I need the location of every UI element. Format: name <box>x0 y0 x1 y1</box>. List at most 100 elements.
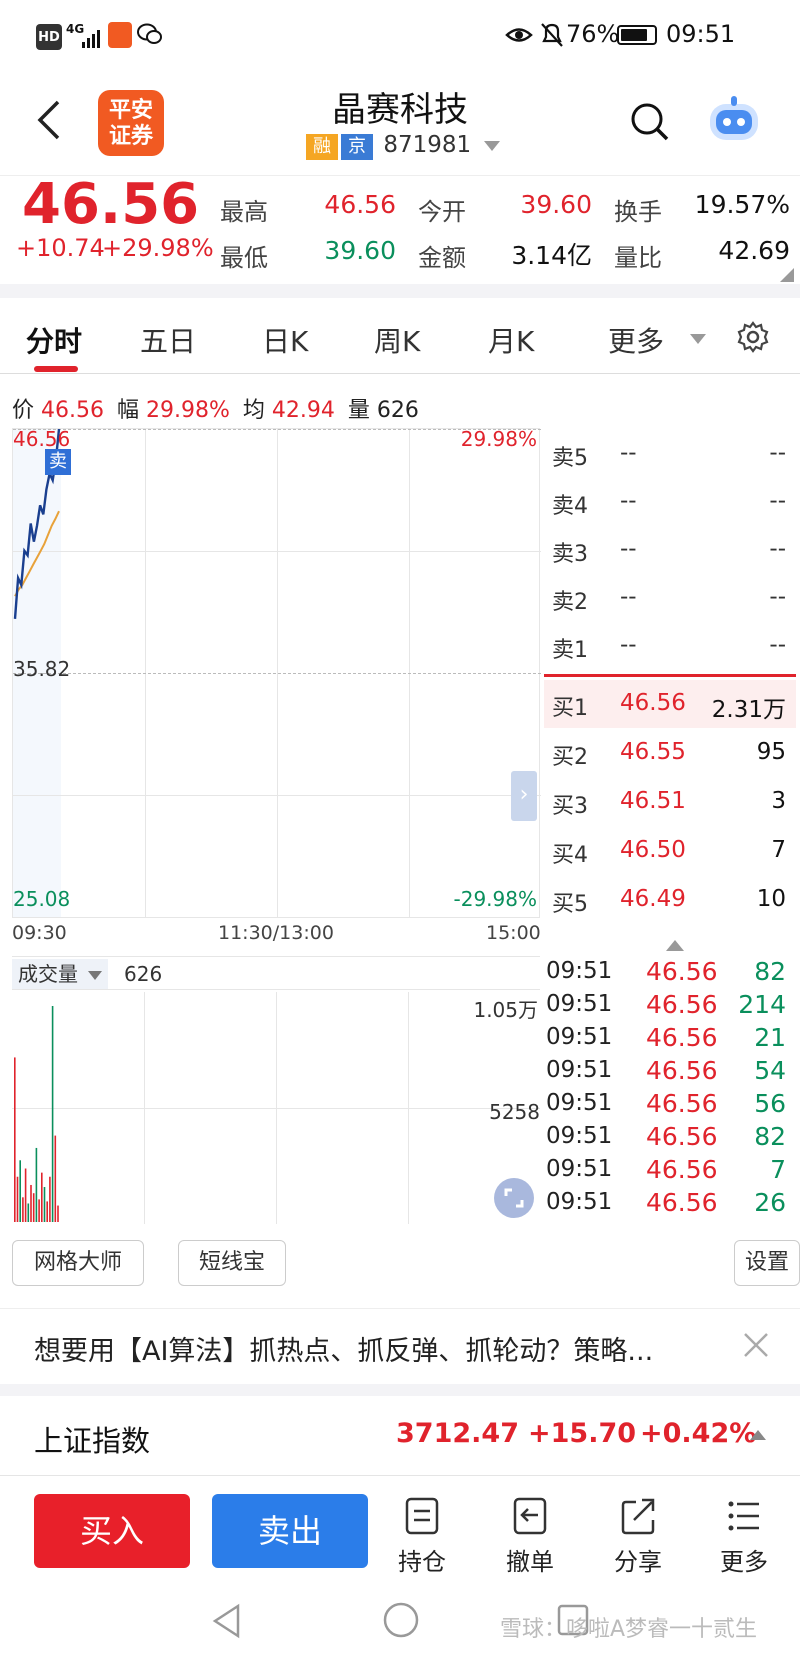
eye-icon <box>505 24 533 52</box>
logo-line-2: 证券 <box>108 124 153 149</box>
more-action[interactable]: 更多 <box>704 1496 784 1577</box>
price-change-pct: +29.98% <box>102 234 214 262</box>
price-change: +10.74 <box>16 234 105 262</box>
pct-axis-bottom: -29.98% <box>453 887 537 911</box>
status-bar: HD 4G 76% 09:51 <box>0 0 800 70</box>
tab-more[interactable]: 更多 <box>608 325 665 358</box>
expand-up-triangle-icon[interactable] <box>750 1430 766 1440</box>
tick-time: 09:51 <box>546 991 613 1017</box>
nav-recents-icon[interactable] <box>556 1603 590 1641</box>
signal-icon <box>82 26 102 48</box>
cancel-order-label: 撤单 <box>506 1548 554 1576</box>
price-value: 46.56 <box>41 398 104 423</box>
more-label: 更多 <box>720 1548 768 1576</box>
chart-info-line: 价 46.56 幅 29.98% 均 42.94 量 626 <box>12 392 419 424</box>
document-icon <box>382 1496 462 1536</box>
tab-daily-k[interactable]: 日K <box>262 325 309 358</box>
intraday-chart[interactable]: 46.56 卖 35.82 25.08 29.98% -29.98% › <box>12 427 541 918</box>
tab-intraday[interactable]: 分时 <box>26 325 83 358</box>
margin-tag: 融 <box>306 134 338 160</box>
settings-button[interactable]: 设置 <box>734 1240 800 1286</box>
volume-ratio-label: 量比 <box>614 244 662 272</box>
index-change: +15.70 <box>528 1418 637 1449</box>
tick-volume: 21 <box>754 1023 786 1052</box>
tab-active-indicator <box>34 366 78 372</box>
stock-name: 晶赛科技 <box>332 90 468 130</box>
search-icon[interactable] <box>630 102 670 146</box>
tab-five-day[interactable]: 五日 <box>140 325 197 358</box>
volume-bar <box>51 1006 54 1222</box>
more-dropdown-icon[interactable] <box>690 334 706 344</box>
nav-home-icon[interactable] <box>382 1601 420 1643</box>
hd-badge: HD <box>36 24 62 50</box>
buy-button[interactable]: 买入 <box>34 1494 190 1568</box>
expand-panel-chevron-icon[interactable]: › <box>511 771 537 821</box>
ask-volume: -- <box>769 488 786 514</box>
ask-price: -- <box>620 632 637 658</box>
stock-code-row[interactable]: 融京 871981 <box>306 132 501 160</box>
tab-weekly-k[interactable]: 周K <box>374 325 421 358</box>
high-label: 最高 <box>220 198 268 226</box>
low-value: 39.60 <box>324 236 396 265</box>
dropdown-triangle-icon <box>88 971 103 980</box>
dropdown-triangle-icon <box>484 140 501 151</box>
index-ticker[interactable]: 上证指数 3712.47 +15.70 +0.42% <box>0 1396 800 1474</box>
short-line-button[interactable]: 短线宝 <box>178 1240 286 1286</box>
volume-bar <box>35 1147 38 1222</box>
volume-bar <box>32 1193 35 1222</box>
tick-price: 46.56 <box>646 1188 718 1217</box>
tick-volume: 82 <box>754 957 786 986</box>
undo-icon <box>490 1496 570 1536</box>
battery-percent: 76% <box>566 20 620 48</box>
nav-back-icon[interactable] <box>210 1603 244 1643</box>
volume-bar <box>46 1201 48 1222</box>
robot-assistant-icon[interactable] <box>706 94 762 150</box>
tick-time: 09:51 <box>546 1090 613 1116</box>
volume-max-label: 1.05万 <box>473 998 538 1022</box>
turnover-value: 19.57% <box>694 190 790 219</box>
volume-bar <box>19 1160 21 1222</box>
stock-code: 871981 <box>383 132 472 158</box>
grid-master-button[interactable]: 网格大师 <box>12 1240 144 1286</box>
system-nav-bar: 雪球：哆啦A梦睿一十贰生 <box>0 1585 800 1662</box>
pct-axis-top: 29.98% <box>460 427 537 451</box>
bid-level-label: 买2 <box>552 745 588 770</box>
ask-level-label: 卖5 <box>552 446 588 471</box>
volume-bar <box>27 1203 30 1222</box>
promo-banner[interactable]: 想要用【AI算法】抓热点、抓反弹、抓轮动？策略... <box>0 1308 800 1382</box>
best-bid-highlight <box>544 680 796 728</box>
ask-price: -- <box>620 488 637 514</box>
volume-bar <box>16 1176 19 1222</box>
positions-action[interactable]: 持仓 <box>382 1496 462 1577</box>
range-label: 幅 <box>117 398 140 423</box>
low-label: 最低 <box>220 244 268 272</box>
volume-chart[interactable]: 1.05万 5258 <box>12 992 540 1224</box>
volume-indicator-select[interactable]: 成交量 <box>12 959 109 989</box>
tick-time: 09:51 <box>546 1024 613 1050</box>
prev-close-line <box>13 673 541 674</box>
fullscreen-icon[interactable] <box>494 1178 534 1218</box>
sell-button[interactable]: 卖出 <box>212 1494 368 1568</box>
volume-mid-label: 5258 <box>489 1100 540 1124</box>
open-label: 今开 <box>418 198 466 226</box>
menu-icon <box>704 1496 784 1536</box>
logo-line-1: 平安 <box>108 98 153 123</box>
high-value: 46.56 <box>324 190 396 219</box>
back-arrow-icon[interactable] <box>34 98 64 146</box>
gear-icon[interactable] <box>736 320 770 358</box>
close-icon[interactable] <box>742 1331 770 1363</box>
tick-volume: 82 <box>754 1122 786 1151</box>
cancel-order-action[interactable]: 撤单 <box>490 1496 570 1577</box>
y-axis-mid: 35.82 <box>13 657 71 681</box>
tab-monthly-k[interactable]: 月K <box>488 325 535 358</box>
share-icon <box>598 1496 678 1536</box>
bid-price: 46.51 <box>620 788 686 814</box>
share-action[interactable]: 分享 <box>598 1496 678 1577</box>
expand-corner-icon[interactable] <box>780 268 794 282</box>
scroll-up-triangle-icon[interactable] <box>666 940 684 951</box>
sell-marker[interactable]: 卖 <box>45 449 71 475</box>
watermark: 雪球：哆啦A梦睿一十贰生 <box>500 1617 758 1642</box>
grid-line <box>13 795 541 796</box>
volume-value: 626 <box>124 962 163 986</box>
bid-volume: 3 <box>771 788 786 814</box>
